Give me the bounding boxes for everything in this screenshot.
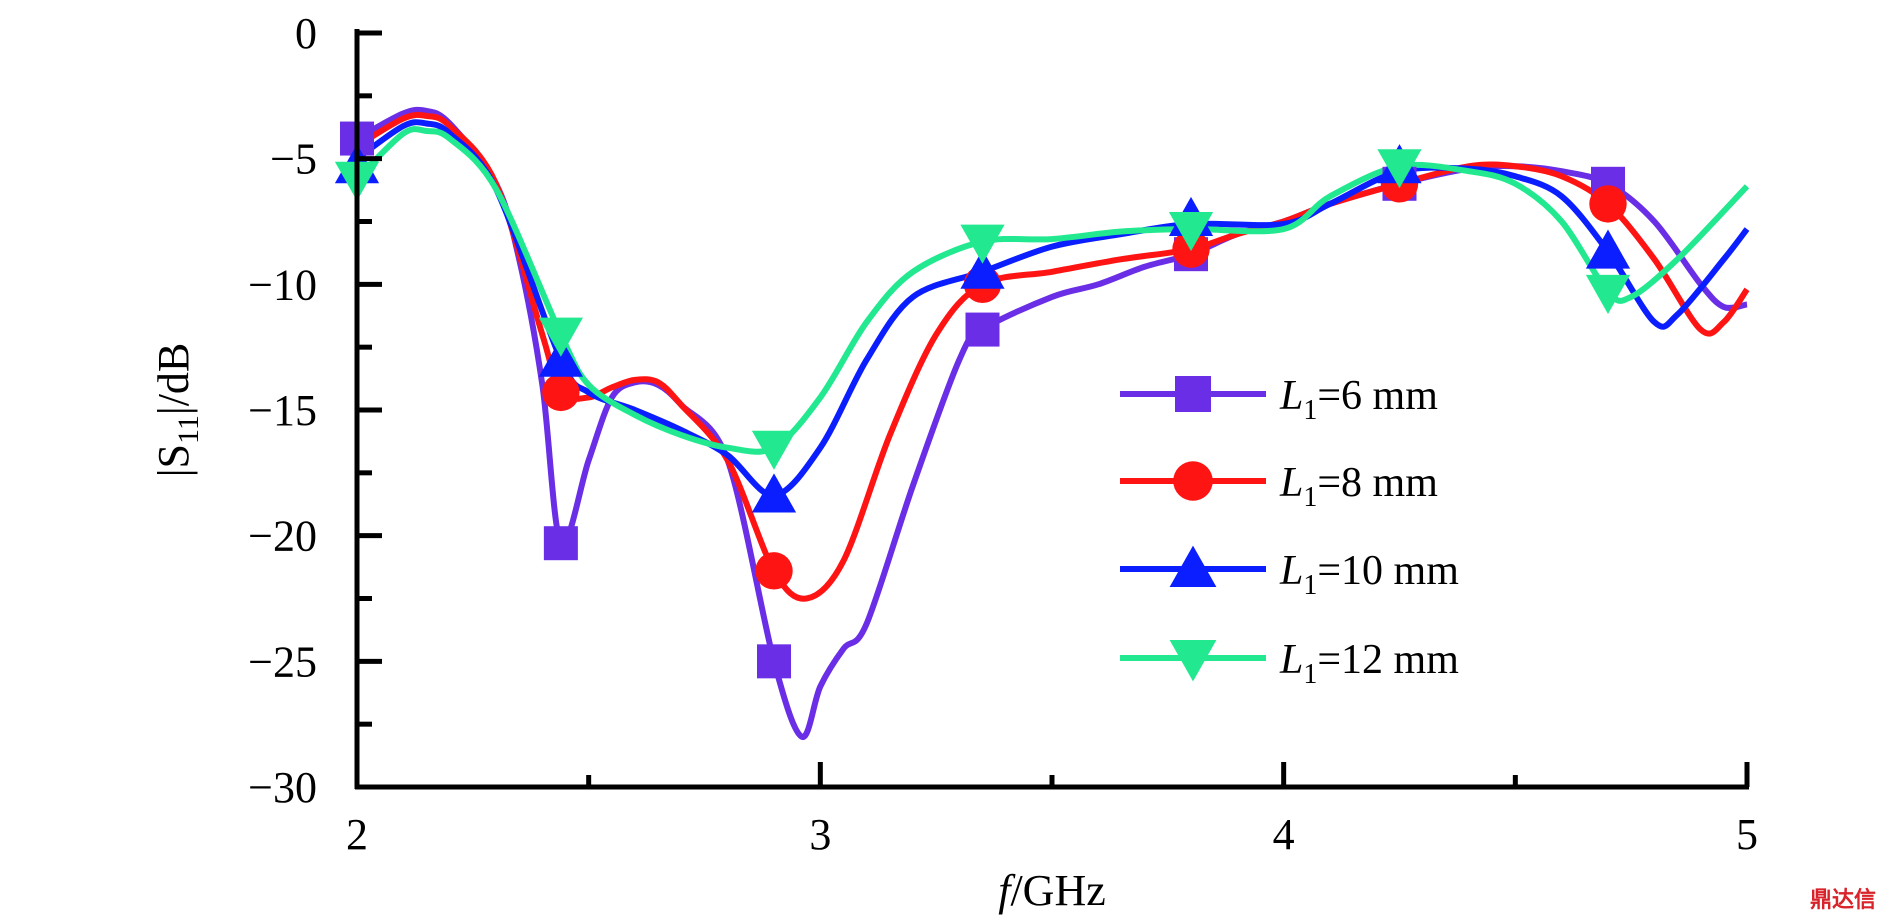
series-line-l1-12-mm (354, 126, 1750, 455)
data-point-l1-12-mm (538, 317, 583, 357)
data-point-l1-10-mm (960, 249, 1005, 289)
data-point-l1-10-mm (751, 473, 797, 513)
series-line-l1-10-mm (355, 119, 1750, 499)
legend-label-l1-10-mm: L1=10 mm (1279, 548, 1459, 601)
y-tick-label: −15 (248, 386, 317, 435)
legend-marker-l1-12-mm (1169, 640, 1217, 682)
y-tick-label: 0 (295, 9, 317, 58)
data-point-l1-8-mm (542, 373, 580, 412)
y-tick-label: −5 (270, 135, 317, 184)
legend-label-l1-8-mm: L1=8 mm (1279, 460, 1438, 513)
y-tick-label: −30 (248, 763, 317, 812)
legend-marker-l1-8-mm (1173, 461, 1213, 501)
x-tick-label: 2 (346, 810, 368, 859)
data-point-l1-6-mm (965, 312, 1000, 347)
watermark-logo: 鼎达信 (1809, 888, 1876, 913)
data-point-l1-6-mm (757, 644, 791, 679)
legend-label-l1-6-mm: L1=6 mm (1279, 373, 1438, 426)
curves-layer (354, 106, 1750, 740)
data-point-l1-6-mm (543, 526, 578, 561)
data-point-l1-10-mm (1585, 229, 1631, 269)
x-axis-title: f/GHz (998, 866, 1106, 915)
data-point-l1-8-mm (1589, 185, 1627, 223)
x-tick-label: 3 (809, 810, 831, 859)
x-tick-label: 4 (1273, 810, 1295, 859)
data-point-l1-12-mm (1168, 212, 1214, 252)
data-point-l1-12-mm (960, 224, 1005, 264)
y-tick-label: −20 (248, 512, 317, 561)
legend-label-l1-12-mm: L1=12 mm (1279, 637, 1459, 690)
legend-marker-l1-10-mm (1169, 545, 1217, 587)
data-point-l1-12-mm (1377, 149, 1422, 189)
data-point-l1-10-mm (538, 337, 583, 377)
legend-marker-l1-6-mm (1175, 376, 1211, 412)
axes (354, 29, 1750, 790)
y-tick-label: −25 (248, 637, 317, 686)
tick-labels: 0 −5 −10 −15 −20 −25 −30 2 3 4 5 (248, 9, 1758, 859)
y-axis-title: |S11|/dB (149, 343, 205, 478)
markers-layer (334, 121, 1631, 679)
data-point-l1-8-mm (755, 552, 793, 590)
legend: L1=6 mm L1=8 mm L1=10 mm L1=12 mm (1120, 373, 1459, 690)
y-tick-label: −10 (248, 260, 317, 309)
data-point-l1-12-mm (1585, 274, 1631, 314)
x-tick-label: 5 (1736, 810, 1758, 859)
series-line-l1-6-mm (355, 106, 1748, 740)
data-point-l1-12-mm (751, 430, 797, 470)
